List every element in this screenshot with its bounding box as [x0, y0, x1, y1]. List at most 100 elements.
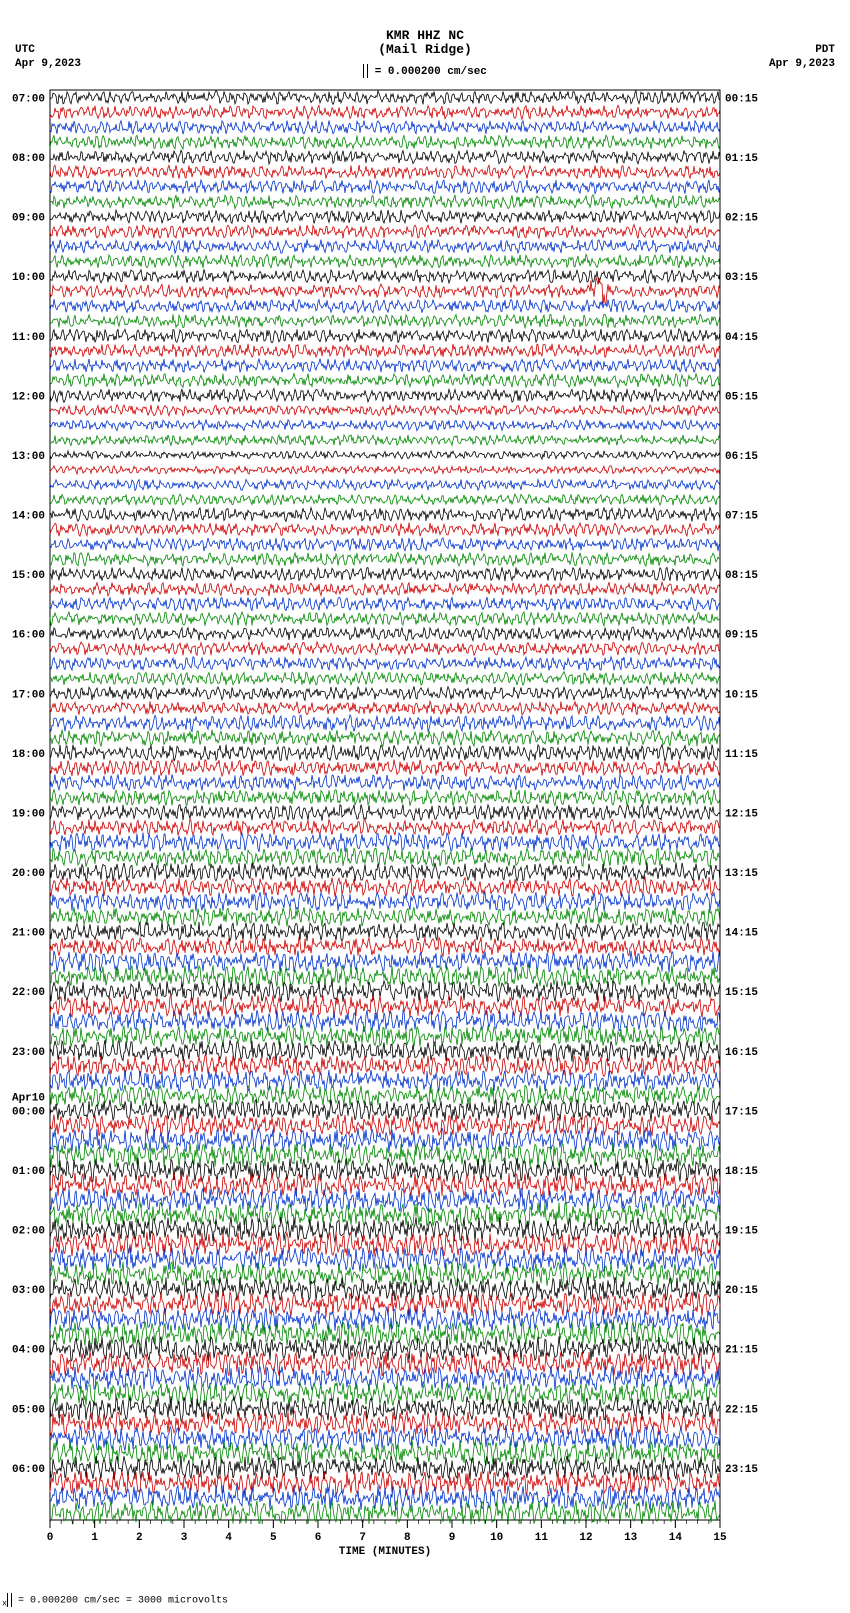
local-time-label: 07:15	[725, 511, 758, 523]
seismic-trace	[50, 819, 720, 835]
seismic-trace	[50, 790, 720, 806]
seismic-trace	[50, 359, 720, 373]
x-tick-label: 6	[315, 1532, 322, 1544]
seismic-trace	[50, 745, 720, 762]
seismic-trace	[50, 210, 720, 224]
footer-scale-text: x = 0.000200 cm/sec = 3000 microvolts	[2, 1593, 228, 1609]
seismic-trace	[50, 642, 720, 656]
utc-time-label: 17:00	[12, 689, 45, 701]
seismic-trace	[50, 299, 720, 313]
seismic-trace	[50, 523, 720, 537]
seismic-trace	[50, 538, 720, 552]
seismic-trace	[50, 405, 720, 416]
seismic-trace	[50, 451, 720, 459]
seismic-trace	[50, 686, 720, 700]
seismic-trace	[50, 672, 720, 686]
utc-time-label: 10:00	[12, 272, 45, 284]
local-time-label: 11:15	[725, 749, 758, 761]
x-tick-label: 14	[669, 1532, 683, 1544]
seismic-trace	[50, 951, 720, 973]
local-time-label: 21:15	[725, 1345, 758, 1357]
local-time-label: 18:15	[725, 1166, 758, 1178]
x-tick-label: 12	[579, 1532, 592, 1544]
x-axis-label: TIME (MINUTES)	[339, 1546, 431, 1558]
seismic-trace	[50, 715, 720, 732]
seismic-trace	[50, 240, 720, 254]
seismic-trace	[50, 1114, 720, 1136]
seismic-trace	[50, 582, 720, 596]
seismic-trace	[50, 165, 720, 179]
seismic-trace	[50, 1188, 720, 1213]
utc-time-label: 15:00	[12, 570, 45, 582]
x-tick-label: 10	[490, 1532, 503, 1544]
seismic-trace	[50, 374, 720, 388]
x-tick-label: 8	[404, 1532, 411, 1544]
helicorder-plot: 07:0000:1508:0001:1509:0002:1510:0003:15…	[0, 0, 850, 1613]
seismic-trace	[50, 278, 720, 305]
x-tick-label: 11	[535, 1532, 549, 1544]
utc-time-label: 21:00	[12, 928, 45, 940]
utc-time-label: 09:00	[12, 213, 45, 225]
seismic-trace	[50, 1100, 720, 1122]
x-tick-label: 1	[91, 1532, 98, 1544]
utc-time-label: 06:00	[12, 1464, 45, 1476]
x-tick-label: 9	[449, 1532, 456, 1544]
seismic-trace	[50, 1366, 720, 1391]
scale-bar-icon	[7, 1593, 12, 1607]
local-time-label: 08:15	[725, 570, 758, 582]
x-tick-label: 4	[225, 1532, 232, 1544]
seismic-trace	[50, 730, 720, 747]
seismic-trace	[50, 195, 720, 209]
seismic-trace	[50, 105, 720, 119]
seismic-trace	[50, 833, 720, 852]
seismic-trace	[50, 1070, 720, 1092]
utc-time-label: 16:00	[12, 630, 45, 642]
seismic-trace	[50, 466, 720, 474]
local-time-label: 12:15	[725, 808, 758, 820]
local-time-label: 05:15	[725, 391, 758, 403]
local-time-label: 00:15	[725, 93, 758, 105]
utc-time-label: 00:00	[12, 1106, 45, 1118]
seismic-trace	[50, 907, 720, 926]
seismic-trace	[50, 804, 720, 820]
seismic-trace	[50, 314, 720, 328]
seismic-trace	[50, 774, 720, 790]
date-rollover-label: Apr10	[12, 1092, 45, 1104]
utc-time-label: 12:00	[12, 391, 45, 403]
utc-time-label: 19:00	[12, 808, 45, 820]
x-tick-label: 0	[47, 1532, 54, 1544]
local-time-label: 23:15	[725, 1464, 758, 1476]
seismic-trace	[50, 120, 720, 134]
local-time-label: 10:15	[725, 689, 758, 701]
seismic-trace	[50, 420, 720, 431]
local-time-label: 17:15	[725, 1106, 758, 1118]
seismic-trace	[50, 597, 720, 611]
utc-time-label: 20:00	[12, 868, 45, 880]
seismic-trace	[50, 508, 720, 522]
seismic-trace	[50, 225, 720, 239]
local-time-label: 15:15	[725, 987, 758, 999]
local-time-label: 13:15	[725, 868, 758, 880]
local-time-label: 20:15	[725, 1285, 758, 1297]
seismic-trace	[50, 995, 720, 1017]
utc-time-label: 01:00	[12, 1166, 45, 1178]
utc-time-label: 22:00	[12, 987, 45, 999]
x-tick-label: 7	[359, 1532, 366, 1544]
seismic-trace	[50, 1158, 720, 1182]
seismic-trace	[50, 1277, 720, 1302]
local-time-label: 04:15	[725, 332, 758, 344]
seismic-trace	[50, 877, 720, 896]
helicorder-figure: KMR HHZ NC (Mail Ridge) = 0.000200 cm/se…	[0, 0, 850, 1613]
seismic-trace	[50, 862, 720, 881]
seismic-trace	[50, 1040, 720, 1062]
seismic-trace	[50, 435, 720, 446]
seismic-trace	[50, 627, 720, 641]
local-time-label: 14:15	[725, 928, 758, 940]
seismic-trace	[50, 254, 720, 268]
x-tick-label: 15	[713, 1532, 727, 1544]
seismic-trace	[50, 329, 720, 343]
seismic-trace	[50, 479, 720, 490]
seismic-trace	[50, 389, 720, 403]
seismic-trace	[50, 494, 720, 505]
utc-time-label: 04:00	[12, 1345, 45, 1357]
